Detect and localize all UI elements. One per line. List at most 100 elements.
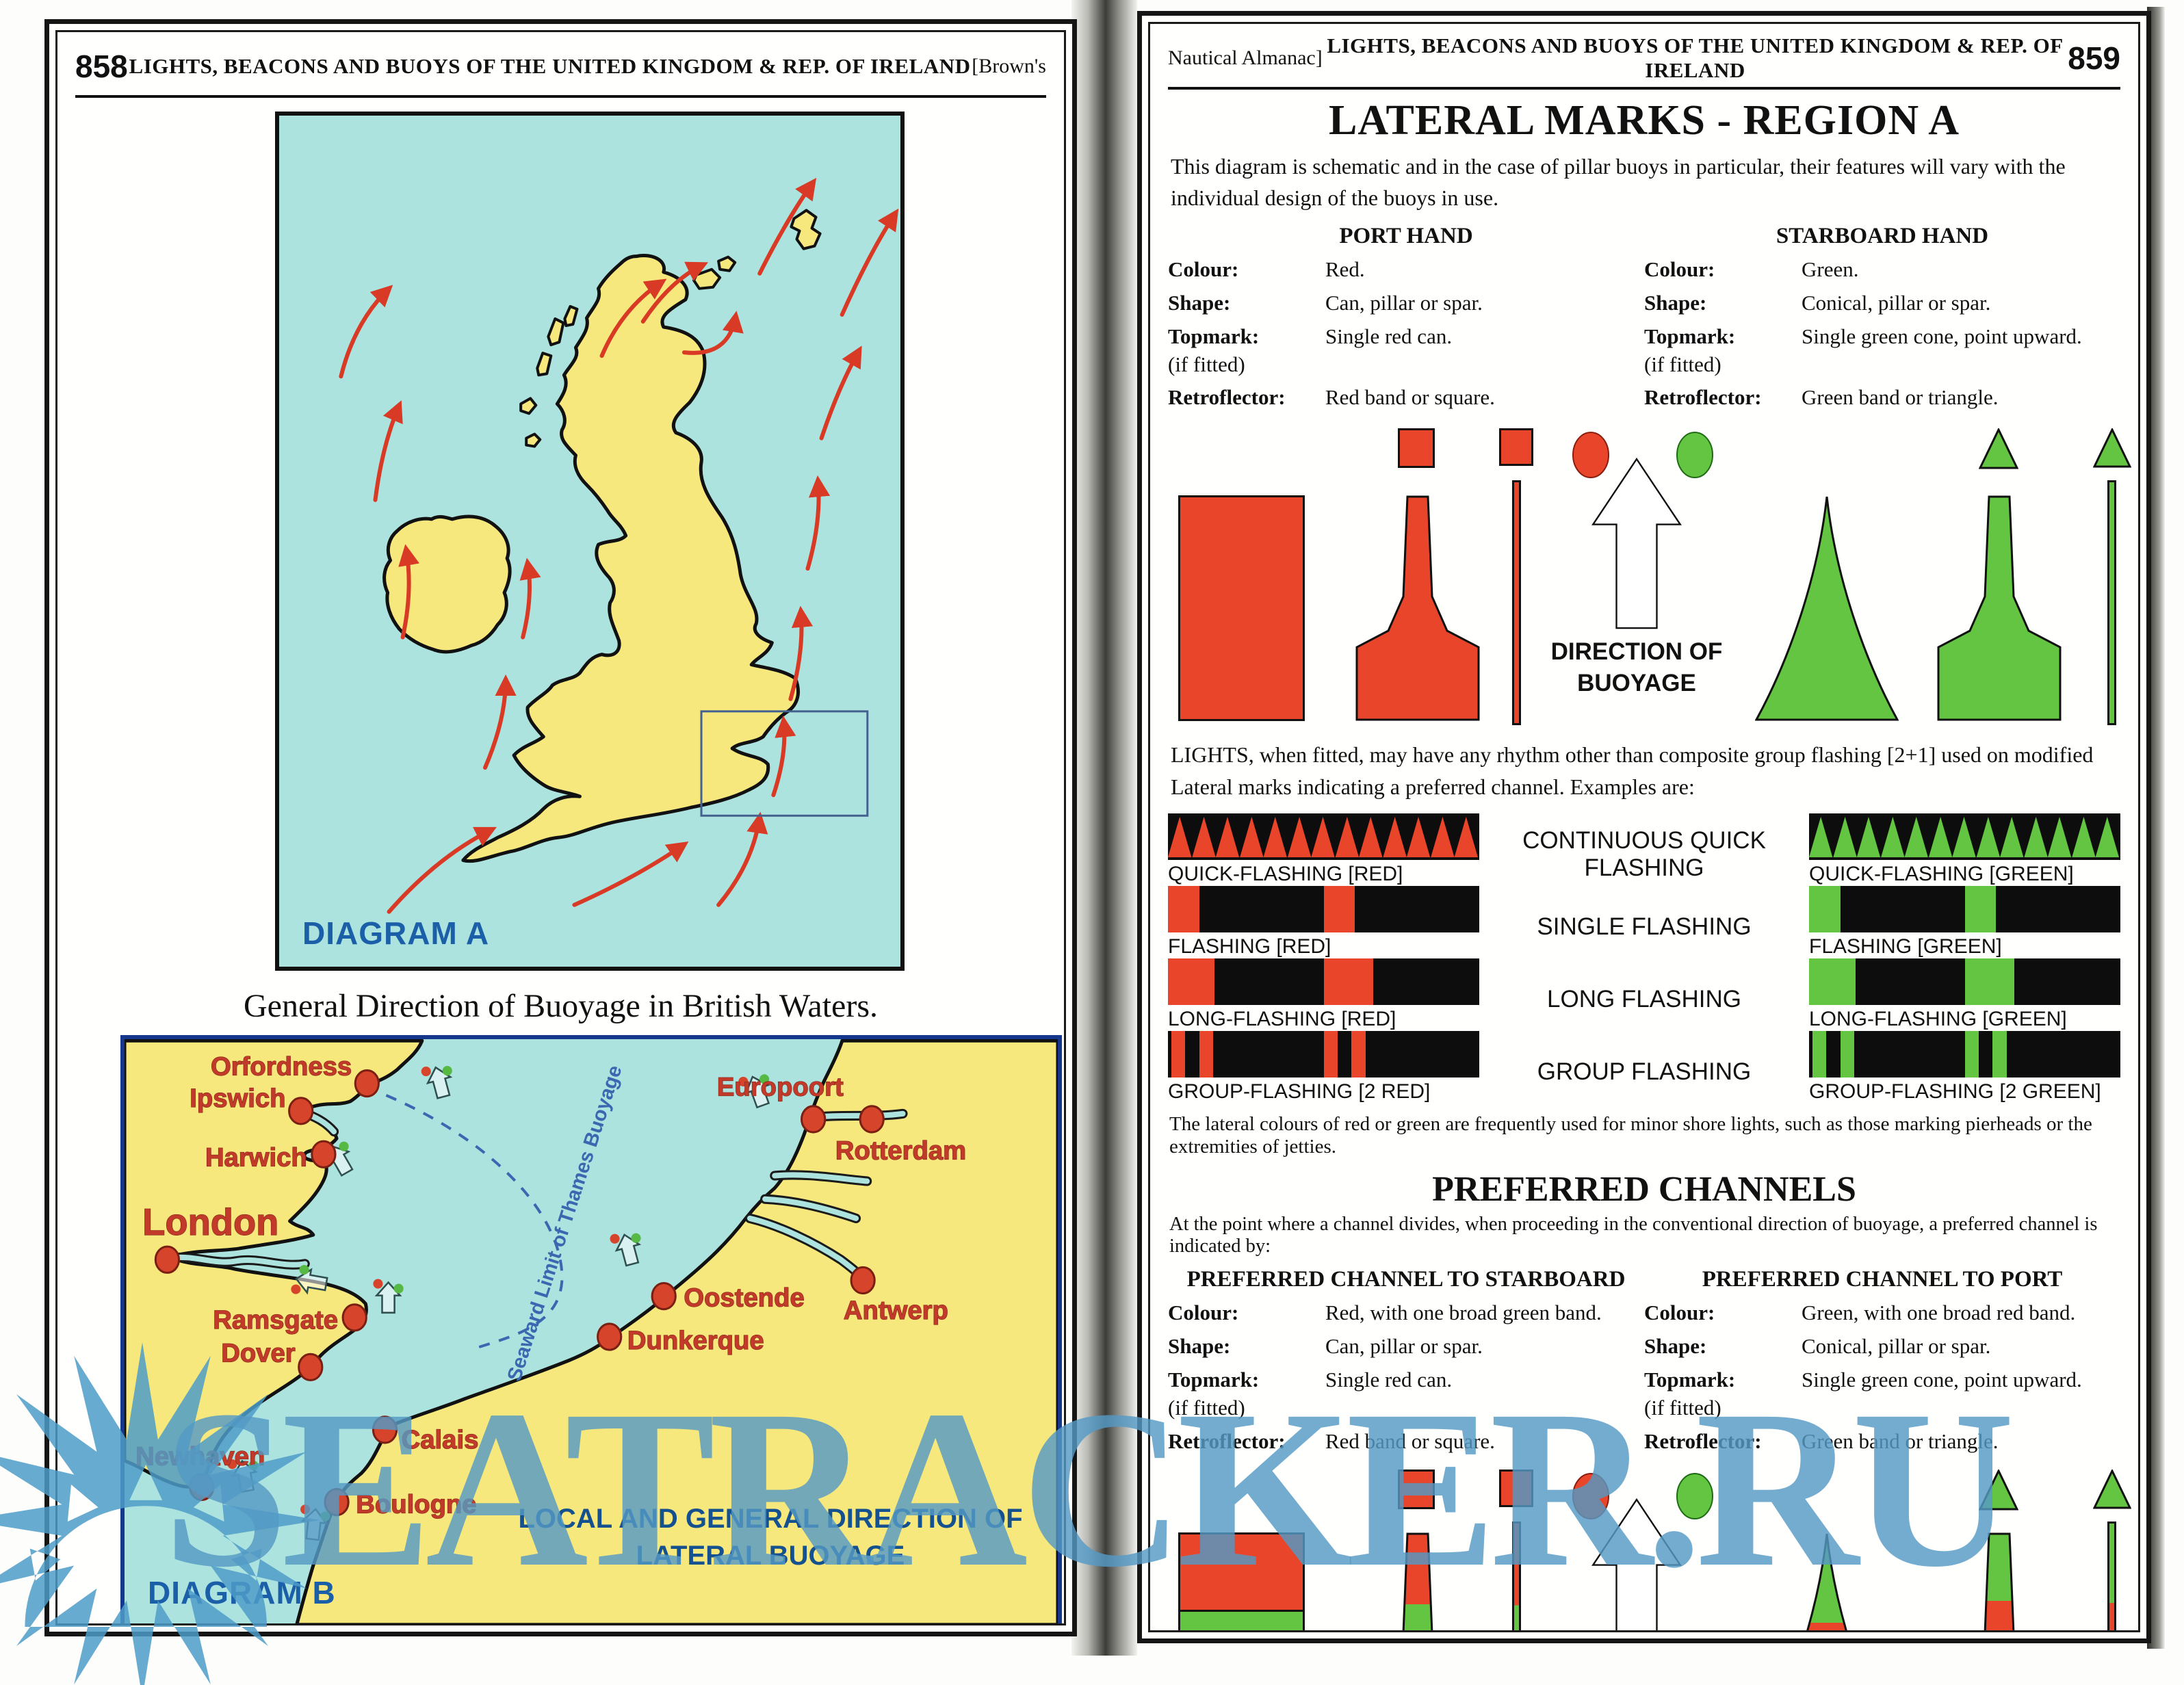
right-page-content: LATERAL MARKS - REGION A This diagram is… [1168,92,2131,1630]
diagram-a-map: DIAGRAM A [275,112,905,971]
preferred-channels-heading: PREFERRED CHANNELS [1432,1170,1856,1210]
city-label: Rotterdam [835,1136,966,1165]
left-header-right: [Brown's [972,55,1046,77]
preferred-starboard-spar-buoy [2107,1521,2116,1630]
preferred-starboard-light-circle [1676,1472,1713,1519]
quick-flashing-green: QUICK-FLASHING [GREEN] [1809,813,2120,886]
city-label: Dunkerque [627,1326,764,1355]
group-flashing-green: GROUP-FLASHING [2 GREEN] [1809,1031,2120,1103]
diagram-b-map: Seaward Limit of Thames Buoyage [120,1035,1062,1623]
port-square-topmark-spar [1499,428,1533,467]
port-spar-buoy [1512,480,1521,726]
spec-row: Colour: Red. [1168,257,1365,281]
flash-center-label: CONTINUOUS QUICK FLASHING [1522,827,1766,882]
preferred-triangle-topmark [1979,1469,2018,1511]
left-page: 858 LIGHTS, BEACONS AND BUOYS OF THE UNI… [44,19,1077,1636]
spec-row: Colour: Green. [1644,257,1859,281]
long-flashing-red: LONG-FLASHING [RED] [1168,958,1490,1031]
starboard-hand-heading: STARBOARD HAND [1776,223,1989,248]
right-page: Nautical Almanac] LIGHTS, BEACONS AND BU… [1137,11,2151,1643]
book-spine [1071,0,1137,1656]
preferred-starboard-heading: PREFERRED CHANNEL TO STARBOARD [1186,1267,1626,1292]
diagram-b-label: DIAGRAM B [148,1575,336,1610]
city-label: Antwerp [844,1296,948,1325]
section-title: LATERAL MARKS - REGION A [1329,97,1960,144]
spec-row: Topmark: (if fitted) Single green cone, po… [1644,1367,2082,1420]
long-flashing-green-bar [1809,958,2120,1006]
port-square-topmark [1398,428,1435,469]
quick-flashing-red-bar [1168,813,1479,861]
section-intro: This diagram is schematic and in the cas… [1171,154,2066,211]
islands [519,209,822,448]
direction-of-buoyage-caption: DIRECTION OF BUOYAGE [1550,638,1723,696]
preferred-channels-spec: PREFERRED CHANNEL TO STARBOARD Colour: Re… [1168,1267,2120,1461]
group-flashing-green-bar [1809,1031,2120,1078]
city-label: Boulogne [356,1490,476,1519]
port-pillar-buoy [1355,495,1480,721]
preferred-channels-intro: At the point where a channel divides, wh… [1169,1214,2098,1257]
preferred-square-topmark-spar [1499,1469,1533,1507]
group-flashing-red: GROUP-FLASHING [2 RED] [1168,1031,1490,1103]
port-light-circle [1572,432,1609,479]
long-flashing-red-bar [1168,958,1479,1006]
flashing-green-bar [1809,886,2120,933]
long-flashing-green: LONG-FLASHING [GREEN] [1809,958,2120,1031]
preferred-pillar-buoy [1355,1532,1480,1630]
quick-flashing-green-bar [1809,813,2120,861]
starboard-hand-spec: STARBOARD HAND Colour: Green. Shape: Conic… [1644,224,2120,418]
spec-row: Retroflector: Red band or square. [1168,1428,1495,1453]
diagram-b-title: LOCAL AND GENERAL DIRECTION OF LATERAL B… [518,1504,1023,1571]
flashing-red-bar [1168,886,1479,933]
left-page-inner: 858 LIGHTS, BEACONS AND BUOYS OF THE UNI… [55,30,1066,1625]
preferred-square-topmark [1398,1469,1435,1509]
city-label: Newhaven [135,1441,265,1471]
lateral-colours-note: The lateral colours of red or green are … [1169,1113,2092,1158]
city-label: Orfordness [211,1052,352,1082]
diagram-a-label: DIAGRAM A [302,915,490,951]
page-number-right: 859 [2068,40,2120,76]
diagram-b-extent-rectangle [700,710,869,817]
city-label: Ipswich [190,1084,285,1113]
lateral-marks-spec: PORT HAND Colour: Red. Shape: Can, pillar … [1168,224,2120,418]
spec-row: Colour: Green, with one broad red band. [1644,1301,2076,1325]
page-number-left: 858 [75,49,128,84]
right-page-header: Nautical Almanac] LIGHTS, BEACONS AND BU… [1168,34,2120,82]
british-isles-map [339,177,899,914]
flash-center-label: SINGLE FLASHING [1537,913,1752,941]
great-britain-landmass [461,254,800,863]
preferred-port-light-circle [1572,1472,1609,1519]
preferred-cone-buoy [1755,1532,1899,1630]
preferred-starboard-spec: PREFERRED CHANNEL TO STARBOARD Colour: Re… [1168,1267,1644,1461]
starboard-triangle-topmark [1979,428,2018,469]
group-flashing-red-bar [1168,1031,1479,1078]
starboard-cone-buoy [1755,495,1899,721]
buoyage-direction-arrows [339,177,899,914]
spec-row: Retroflector: Green band or triangle. [1644,385,1999,410]
port-hand-heading: PORT HAND [1339,223,1473,248]
spec-row: Topmark: (if fitted) Single red can. [1168,324,1453,376]
city-label: Calais [402,1425,479,1454]
port-hand-spec: PORT HAND Colour: Red. Shape: Can, pillar … [1168,224,1644,418]
preferred-port-heading: PREFERRED CHANNEL TO PORT [1702,1267,2063,1292]
direction-of-buoyage-arrow-2 [1591,1498,1682,1630]
flash-center-label: LONG FLASHING [1547,986,1741,1013]
flashing-examples: QUICK-FLASHING [RED] CONTINUOUS QUICK FL… [1168,813,2120,1103]
starboard-pillar-buoy [1937,495,2062,721]
right-page-inner: Nautical Almanac] LIGHTS, BEACONS AND BU… [1148,22,2140,1632]
direction-of-buoyage-arrow [1591,458,1682,629]
spec-row: Topmark: (if fitted) Single red can. [1168,1367,1453,1420]
seaward-limit-route [366,1086,564,1351]
spec-row: Retroflector: Green band or triangle. [1644,1428,1999,1453]
left-running-title: LIGHTS, BEACONS AND BUOYS OF THE UNITED … [129,54,971,78]
diagram-a-caption: General Direction of Buoyage in British … [244,988,878,1024]
right-header-left: Nautical Almanac] [1168,47,1323,69]
spec-row: Shape: Can, pillar or spar. [1168,290,1483,315]
spec-row: Retroflector: Red band or square. [1168,385,1495,410]
preferred-spar-buoy [1512,1521,1521,1630]
starboard-spar-buoy [2107,480,2116,726]
preferred-triangle-topmark-spar [2093,1469,2131,1509]
flashing-red: FLASHING [RED] [1168,886,1490,958]
waterways [165,1107,908,1284]
starboard-light-circle [1676,432,1713,479]
